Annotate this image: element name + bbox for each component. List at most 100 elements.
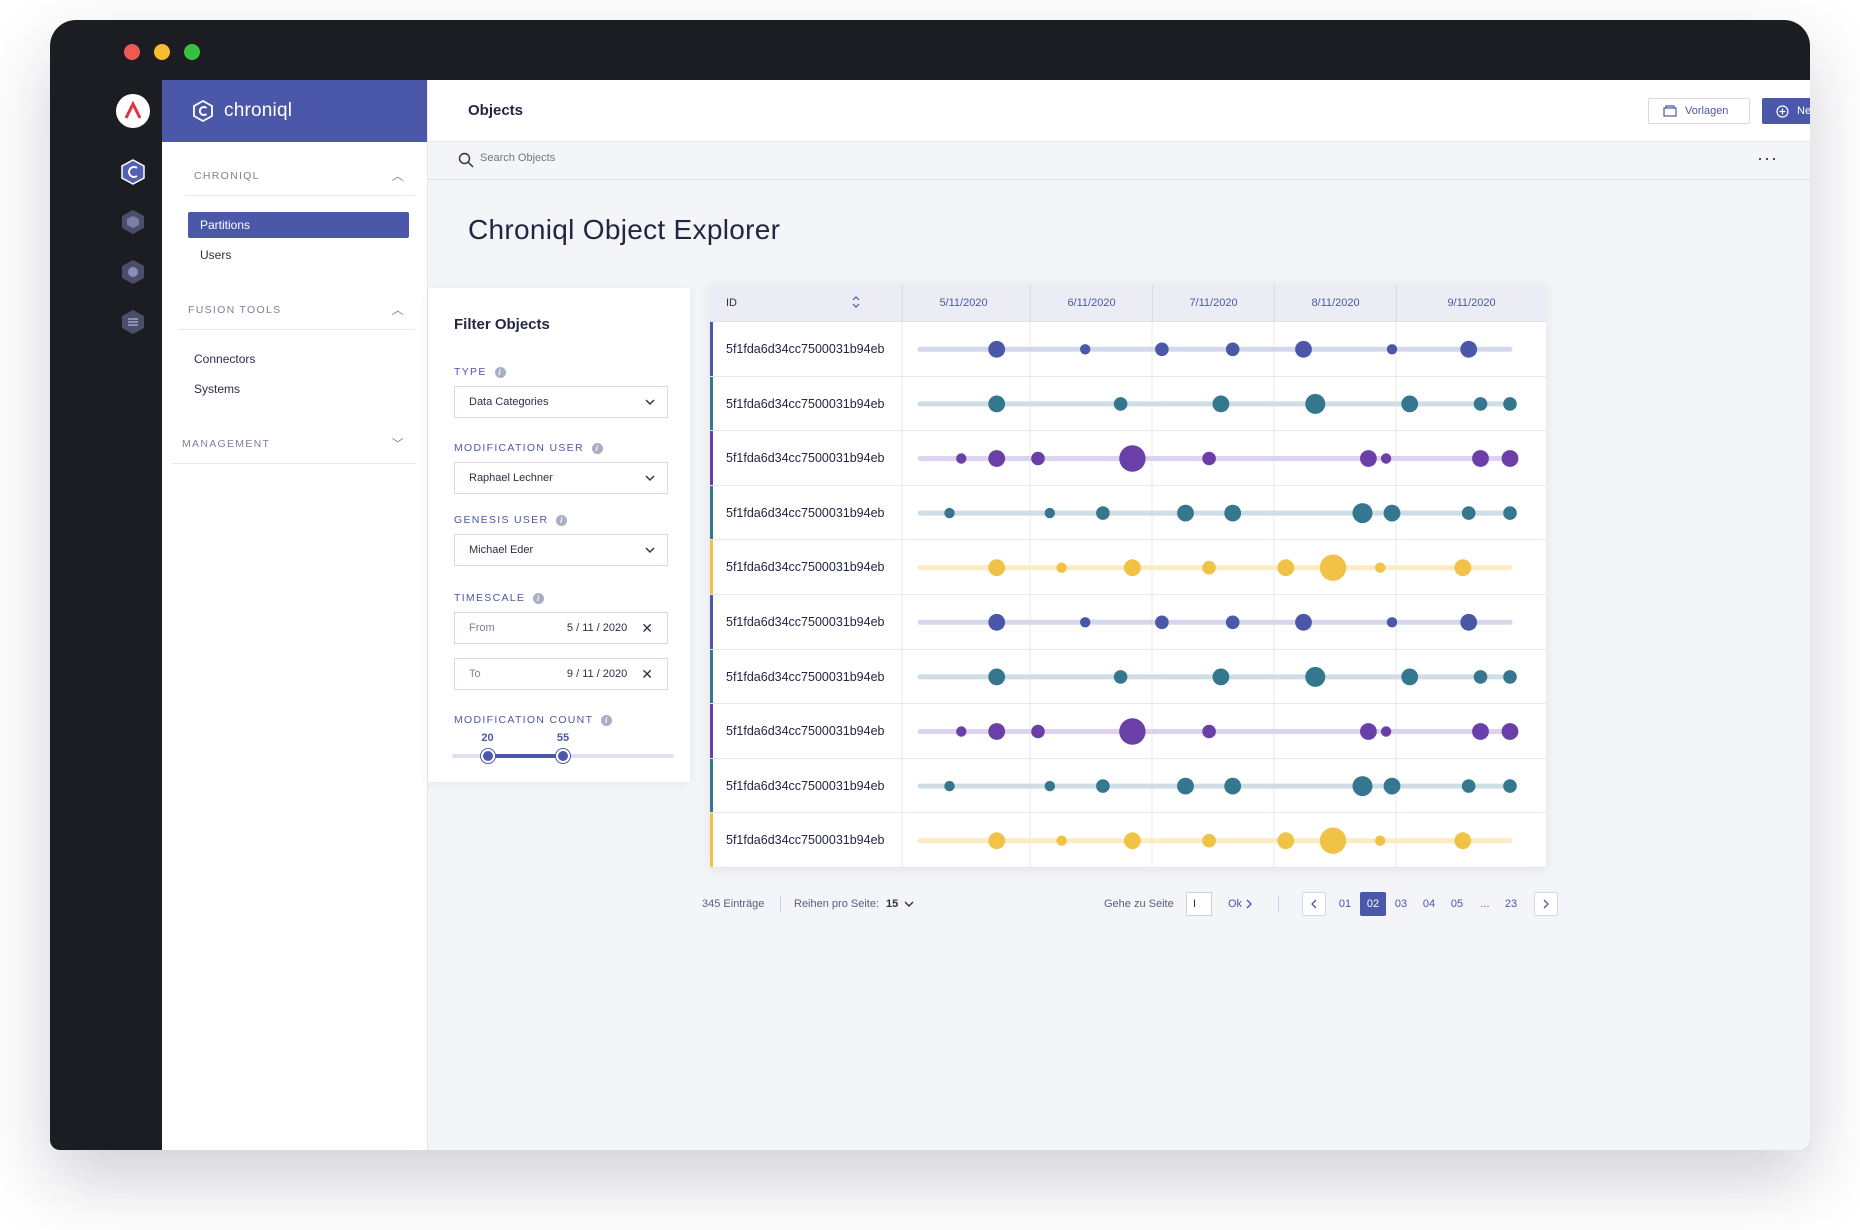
chevron-right-icon[interactable] xyxy=(1246,899,1252,909)
sidebar-item-users[interactable]: Users xyxy=(200,248,232,262)
modification-dot[interactable] xyxy=(988,559,1006,577)
sidebar-item-systems[interactable]: Systems xyxy=(194,382,241,396)
section-chroniql[interactable]: CHRONIQL ︿ xyxy=(184,156,415,196)
modification-dot[interactable] xyxy=(1375,562,1386,573)
modification-dot[interactable] xyxy=(1383,504,1401,522)
modification-dot[interactable] xyxy=(1454,832,1472,850)
date-column-header[interactable]: 5/11/2020 xyxy=(902,284,1024,322)
date-column-header[interactable]: 9/11/2020 xyxy=(1396,284,1546,322)
slider-min-handle[interactable] xyxy=(480,749,495,763)
modification-dot[interactable] xyxy=(1113,670,1128,684)
modification-dot[interactable] xyxy=(1202,451,1216,466)
more-options-icon[interactable]: ··· xyxy=(1757,148,1778,168)
search-input[interactable] xyxy=(480,152,780,164)
modification-dot[interactable] xyxy=(1386,617,1398,628)
prev-page-button[interactable] xyxy=(1302,892,1326,916)
table-row[interactable]: 5f1fda6d34cc7500031b94eb xyxy=(710,376,1546,432)
modification-dot[interactable] xyxy=(1113,397,1128,411)
modification-dot[interactable] xyxy=(1277,832,1295,850)
modification-dot[interactable] xyxy=(1080,344,1091,355)
layers-icon[interactable] xyxy=(119,308,147,336)
info-icon[interactable]: i xyxy=(556,514,568,526)
genesis-user-select[interactable]: Michael Eder xyxy=(454,534,668,566)
modification-dot[interactable] xyxy=(1224,504,1242,522)
modification-dot[interactable] xyxy=(1080,617,1091,628)
modification-dot[interactable] xyxy=(988,723,1006,740)
modification-dot[interactable] xyxy=(988,450,1006,467)
page-01[interactable]: 01 xyxy=(1338,898,1352,910)
modification-dot[interactable] xyxy=(1177,777,1194,795)
page-04[interactable]: 04 xyxy=(1422,898,1436,910)
modification-dot[interactable] xyxy=(1461,779,1476,793)
clear-to-icon[interactable]: ✕ xyxy=(641,665,653,682)
modification-dot[interactable] xyxy=(988,668,1006,686)
modification-dot[interactable] xyxy=(1295,340,1312,358)
from-date-field[interactable]: From 5 / 11 / 2020 ✕ xyxy=(454,612,668,644)
date-column-header[interactable]: 8/11/2020 xyxy=(1274,284,1396,322)
date-column-header[interactable]: 7/11/2020 xyxy=(1152,284,1274,322)
modification-dot[interactable] xyxy=(1305,666,1326,687)
sidebar-item-partitions[interactable]: Partitions xyxy=(188,212,409,238)
id-column-header[interactable]: ID xyxy=(726,297,737,309)
page-05[interactable]: 05 xyxy=(1450,898,1464,910)
modification-dot[interactable] xyxy=(1202,833,1216,848)
modification-dot[interactable] xyxy=(1212,668,1230,686)
modification-dot[interactable] xyxy=(1386,344,1398,355)
modification-dot[interactable] xyxy=(1056,562,1067,573)
info-icon[interactable]: i xyxy=(601,714,613,726)
section-fusion-tools[interactable]: FUSION TOOLS ︿ xyxy=(178,290,415,330)
table-row[interactable]: 5f1fda6d34cc7500031b94eb xyxy=(710,485,1546,541)
modification-dot[interactable] xyxy=(1383,777,1401,795)
modification-dot[interactable] xyxy=(1460,340,1478,358)
table-row[interactable]: 5f1fda6d34cc7500031b94eb xyxy=(710,649,1546,705)
modification-dot[interactable] xyxy=(1202,724,1216,739)
modification-dot[interactable] xyxy=(1096,506,1110,520)
modification-user-select[interactable]: Raphael Lechner xyxy=(454,462,668,494)
modification-dot[interactable] xyxy=(1155,615,1169,630)
clear-from-icon[interactable]: ✕ xyxy=(641,619,653,636)
modification-dot[interactable] xyxy=(1119,718,1146,745)
modification-dot[interactable] xyxy=(1202,560,1216,575)
modification-dot[interactable] xyxy=(988,340,1006,358)
rows-per-page-select[interactable]: 15 xyxy=(886,898,899,910)
modification-dot[interactable] xyxy=(1044,507,1055,519)
modification-dot[interactable] xyxy=(1277,559,1295,577)
modification-dot[interactable] xyxy=(1454,559,1472,577)
modification-dot[interactable] xyxy=(944,780,955,792)
maximize-window-dot[interactable] xyxy=(184,44,200,60)
modification-dot[interactable] xyxy=(1473,397,1488,411)
modification-dot[interactable] xyxy=(1155,342,1169,357)
modification-dot[interactable] xyxy=(1031,724,1045,739)
type-select[interactable]: Data Categories xyxy=(454,386,668,418)
modification-dot[interactable] xyxy=(1380,726,1392,737)
table-row[interactable]: 5f1fda6d34cc7500031b94eb xyxy=(710,595,1546,650)
modification-dot[interactable] xyxy=(1044,780,1055,792)
modification-count-slider[interactable]: 20 55 xyxy=(452,732,674,772)
modification-dot[interactable] xyxy=(1225,615,1240,630)
ok-button[interactable]: Ok xyxy=(1228,898,1243,910)
table-row[interactable]: 5f1fda6d34cc7500031b94eb xyxy=(710,540,1546,595)
modification-dot[interactable] xyxy=(1473,670,1488,684)
modification-dot[interactable] xyxy=(1461,506,1476,520)
modification-dot[interactable] xyxy=(1472,450,1489,467)
modification-dot[interactable] xyxy=(1096,779,1110,793)
modification-dot[interactable] xyxy=(1225,342,1240,357)
chroniql-hex-icon[interactable] xyxy=(119,158,147,186)
modification-dot[interactable] xyxy=(1501,723,1519,740)
modification-dot[interactable] xyxy=(1319,827,1347,854)
modification-dot[interactable] xyxy=(1124,832,1141,850)
modification-dot[interactable] xyxy=(1224,777,1242,795)
modification-dot[interactable] xyxy=(1177,504,1194,522)
page-03[interactable]: 03 xyxy=(1394,898,1408,910)
minimize-window-dot[interactable] xyxy=(154,44,170,60)
modification-dot[interactable] xyxy=(1360,450,1377,467)
modification-dot[interactable] xyxy=(1305,393,1326,414)
modification-dot[interactable] xyxy=(1360,723,1377,740)
modification-dot[interactable] xyxy=(1031,451,1045,466)
modification-dot[interactable] xyxy=(1295,613,1312,631)
modification-dot[interactable] xyxy=(1503,779,1517,793)
brand-header[interactable]: chroniql xyxy=(162,80,427,142)
modification-dot[interactable] xyxy=(1056,835,1067,846)
section-management[interactable]: MANAGEMENT ﹀ xyxy=(172,424,415,464)
table-row[interactable]: 5f1fda6d34cc7500031b94eb xyxy=(710,322,1546,377)
